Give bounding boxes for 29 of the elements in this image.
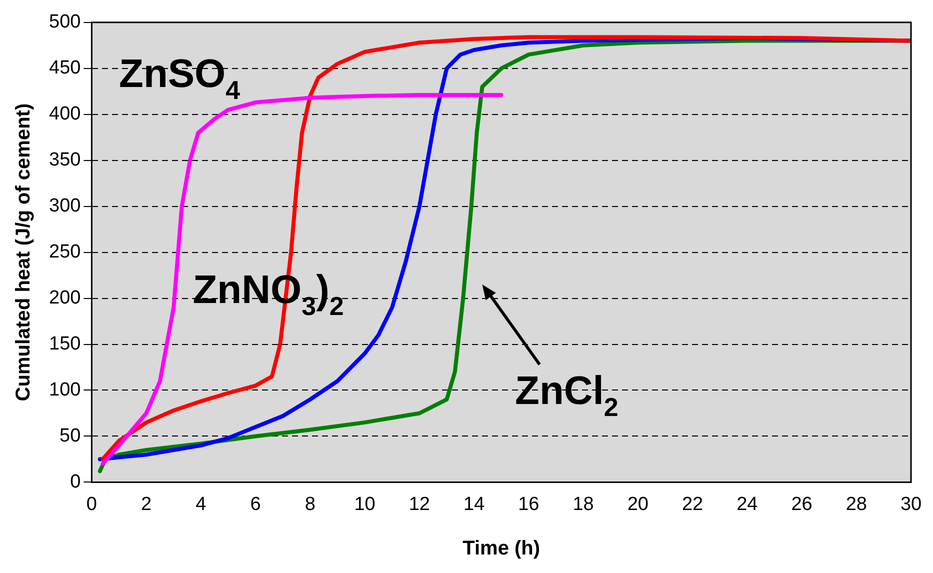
x-tick-label: 4 bbox=[196, 494, 207, 515]
y-tick-label: 400 bbox=[49, 104, 81, 125]
x-tick-label: 28 bbox=[846, 494, 867, 515]
y-axis-title: Cumulated heat (J/g of cement) bbox=[12, 103, 35, 402]
x-tick-label: 24 bbox=[736, 494, 758, 515]
y-tick-label: 300 bbox=[49, 196, 81, 217]
y-tick-label: 150 bbox=[49, 333, 81, 354]
x-tick-label: 22 bbox=[682, 494, 704, 515]
y-tick-label: 0 bbox=[70, 471, 81, 492]
x-tick-label: 2 bbox=[141, 494, 152, 515]
x-tick-label: 10 bbox=[354, 494, 376, 515]
x-tick-label: 6 bbox=[250, 494, 261, 515]
y-tick-label: 250 bbox=[49, 242, 81, 263]
x-tick-label: 8 bbox=[304, 494, 316, 515]
x-tick-label: 20 bbox=[627, 494, 648, 515]
y-tick-label: 450 bbox=[49, 58, 81, 79]
x-tick-label: 14 bbox=[463, 494, 486, 515]
x-tick-label: 18 bbox=[572, 494, 594, 515]
x-axis-title: Time (h) bbox=[462, 538, 540, 560]
x-tick-label: 12 bbox=[408, 494, 430, 515]
x-tick-label: 30 bbox=[900, 494, 922, 515]
y-tick-label: 200 bbox=[49, 288, 81, 309]
y-tick-label: 50 bbox=[60, 425, 81, 446]
y-tick-label: 500 bbox=[49, 12, 81, 33]
y-tick-label: 350 bbox=[49, 150, 81, 171]
x-tick-label: 26 bbox=[791, 494, 812, 515]
y-tick-label: 100 bbox=[49, 379, 81, 400]
x-tick-label: 16 bbox=[518, 494, 540, 515]
x-tick-label: 0 bbox=[86, 494, 97, 515]
